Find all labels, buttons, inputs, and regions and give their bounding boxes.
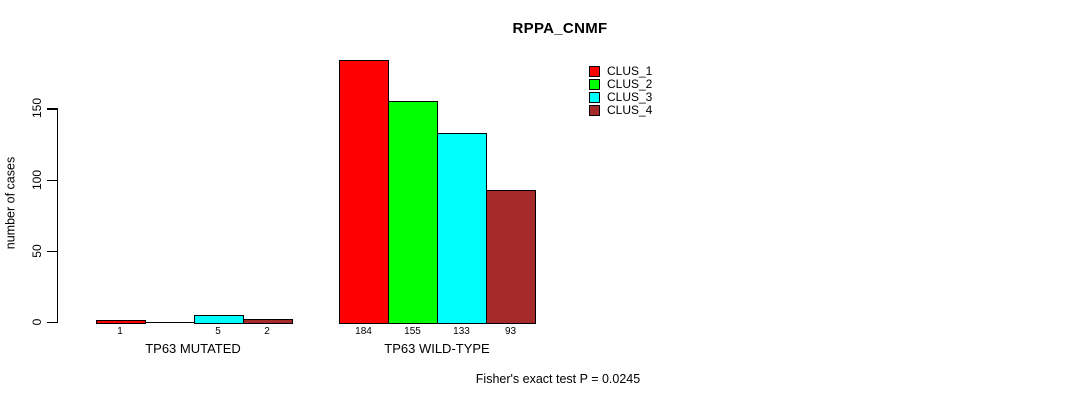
y-axis-tick bbox=[47, 250, 58, 253]
bar-clus-4-tp63-mutated bbox=[242, 319, 293, 324]
y-axis-tick-label: 100 bbox=[30, 169, 44, 190]
bar-value-label: 2 bbox=[264, 326, 270, 337]
chart-title: RPPA_CNMF bbox=[512, 20, 608, 37]
legend-swatch-clus-1 bbox=[589, 66, 600, 77]
legend-row-clus-1: CLUS_1 bbox=[589, 65, 652, 78]
y-axis-tick-label: 50 bbox=[30, 244, 44, 258]
legend-swatch-clus-2 bbox=[589, 79, 600, 90]
bar-clus-3-tp63-mutated bbox=[193, 315, 244, 324]
y-axis-tick bbox=[47, 322, 58, 324]
bar-clus-4-tp63-wild-type bbox=[486, 190, 536, 324]
bar-clus-3-tp63-wild-type bbox=[437, 133, 487, 324]
fisher-test-annotation: Fisher's exact test P = 0.0245 bbox=[475, 372, 641, 386]
y-axis-tick-label: 150 bbox=[30, 98, 44, 119]
legend-swatch-clus-3 bbox=[589, 92, 600, 103]
bar-value-label: 1 bbox=[117, 326, 123, 337]
legend-row-clus-2: CLUS_2 bbox=[589, 78, 652, 91]
legend-label-clus-4: CLUS_4 bbox=[607, 103, 653, 117]
legend-label-clus-3: CLUS_3 bbox=[607, 90, 653, 104]
bar-clus-1-tp63-mutated bbox=[95, 320, 146, 324]
bar-value-label: 93 bbox=[504, 326, 517, 337]
bar-clus-2-tp63-wild-type bbox=[388, 101, 438, 324]
legend-label-clus-1: CLUS_1 bbox=[607, 64, 653, 78]
legend-row-clus-4: CLUS_4 bbox=[589, 104, 652, 117]
group-label-tp63-wild-type: TP63 WILD-TYPE bbox=[384, 341, 490, 356]
y-axis-line bbox=[56, 108, 58, 324]
legend-row-clus-3: CLUS_3 bbox=[589, 91, 652, 104]
legend-label-clus-2: CLUS_2 bbox=[607, 77, 653, 91]
group-label-tp63-mutated: TP63 MUTATED bbox=[145, 341, 241, 356]
bar-value-label: 133 bbox=[453, 326, 470, 337]
bar-value-label: 5 bbox=[215, 326, 221, 337]
y-axis-tick bbox=[47, 179, 58, 181]
bar-clus-1-tp63-wild-type bbox=[339, 60, 389, 324]
legend: CLUS_1 CLUS_2 CLUS_3 CLUS_4 bbox=[589, 65, 652, 117]
y-axis-tick-label: 0 bbox=[30, 318, 44, 326]
bar-value-label: 155 bbox=[404, 326, 421, 337]
bar-value-label: 184 bbox=[355, 326, 372, 337]
y-axis-tick bbox=[47, 108, 58, 110]
legend-swatch-clus-4 bbox=[589, 105, 600, 116]
